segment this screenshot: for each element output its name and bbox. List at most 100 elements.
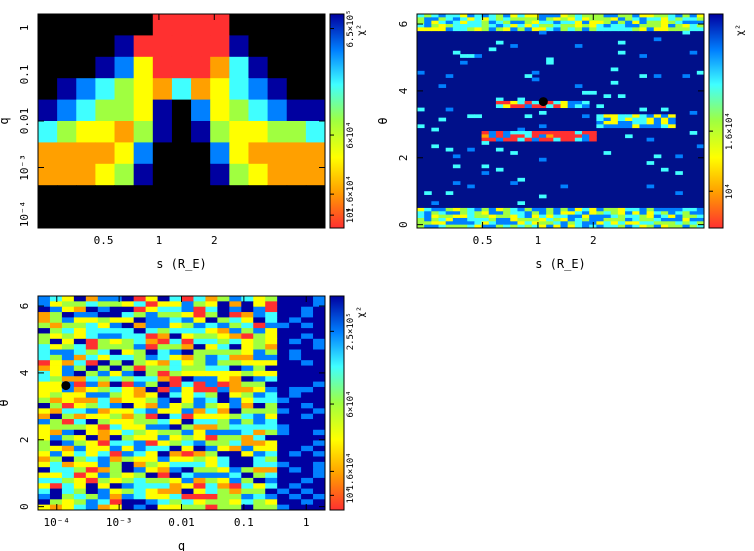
heatmap-cell (253, 370, 266, 377)
heatmap-cell (495, 134, 504, 139)
heatmap-cell (313, 344, 326, 350)
x-tick-label: 1 (303, 516, 310, 529)
heatmap-cell (503, 27, 511, 32)
heatmap-cell (97, 392, 111, 399)
heatmap-cell (61, 376, 75, 382)
heatmap-cell (181, 354, 194, 361)
heatmap-cell (289, 403, 302, 409)
heatmap-cell (538, 137, 547, 142)
heatmap-cell (682, 17, 691, 22)
heatmap-cell (152, 163, 173, 186)
heatmap-cell (253, 376, 266, 382)
heatmap-cell (253, 456, 266, 463)
heatmap-cell (653, 114, 662, 119)
heatmap-cell (157, 306, 170, 313)
heatmap-cell (109, 456, 123, 463)
heatmap-cell (191, 56, 211, 79)
heatmap-cell (646, 20, 655, 25)
heatmap-cell (205, 386, 218, 393)
heatmap-cell (589, 211, 597, 216)
heatmap-cell (265, 306, 278, 313)
heatmap-cell (85, 403, 99, 409)
heatmap-cell (193, 429, 206, 436)
heatmap-cell (253, 354, 266, 361)
heatmap-cell (301, 440, 314, 447)
heatmap-cell (193, 301, 206, 308)
heatmap-cell (265, 328, 278, 334)
heatmap-cell (253, 386, 266, 393)
heatmap-cell (265, 488, 278, 495)
heatmap-cell (660, 214, 669, 219)
heatmap-cell (488, 131, 497, 135)
heatmap-cell (313, 354, 326, 361)
heatmap-cell (531, 134, 540, 139)
heatmap-cell (467, 27, 475, 32)
heatmap-cell (313, 338, 326, 345)
heatmap-cell (639, 117, 647, 122)
heatmap-cell (531, 17, 540, 22)
heatmap-cell (653, 117, 662, 122)
heatmap-cell (121, 499, 135, 506)
heatmap-cell (301, 424, 314, 431)
heatmap-cell (417, 27, 425, 32)
heatmap-cell (646, 211, 655, 216)
colorbar-tick-label: 10⁴ (346, 207, 356, 223)
heatmap-cell (582, 14, 590, 18)
heatmap-cell (610, 24, 619, 28)
heatmap-cell (145, 376, 158, 382)
heatmap-cell (217, 413, 230, 420)
heatmap-cell (267, 185, 288, 208)
heatmap-cell (38, 504, 51, 511)
heatmap-cell (481, 14, 490, 18)
heatmap-cell (181, 360, 194, 366)
heatmap-cell (313, 392, 326, 399)
heatmap-cell (169, 424, 182, 431)
heatmap-cell (660, 114, 669, 119)
heatmap-cell (560, 100, 569, 105)
heatmap-cell (582, 17, 590, 22)
heatmap-cell (510, 181, 518, 185)
heatmap-cell (267, 56, 288, 79)
heatmap-cell (49, 296, 63, 302)
heatmap-cell (574, 207, 583, 212)
heatmap-cell (181, 499, 194, 506)
y-axis-label: θ (0, 399, 11, 406)
heatmap-cell (438, 27, 447, 32)
heatmap-cell (696, 221, 705, 226)
heatmap-cell (114, 99, 135, 122)
heatmap-cell (289, 461, 302, 468)
heatmap-cell (424, 17, 432, 22)
heatmap-cell (121, 306, 135, 313)
heatmap-cell (538, 17, 547, 22)
heatmap-cell (567, 134, 576, 139)
heatmap-cell (205, 365, 218, 372)
heatmap-cell (531, 137, 540, 142)
heatmap-cell (248, 163, 269, 186)
heatmap-cell (49, 344, 63, 350)
heatmap-cell (546, 27, 554, 32)
heatmap-cell (97, 483, 111, 489)
heatmap-cell (38, 370, 51, 377)
heatmap-cell (193, 397, 206, 404)
heatmap-cell (646, 214, 655, 219)
heatmap-cell (265, 461, 278, 468)
heatmap-cell (181, 456, 194, 463)
heatmap-cell (133, 163, 154, 186)
heatmap-cell (169, 429, 182, 436)
heatmap-cell (495, 24, 504, 28)
heatmap-cell (531, 14, 540, 18)
heatmap-cell (193, 370, 206, 377)
heatmap-cell (61, 344, 75, 350)
heatmap-cell (524, 100, 533, 105)
best-fit-point (158, 204, 168, 214)
heatmap-cell (460, 217, 468, 222)
heatmap-cell (49, 360, 63, 366)
heatmap-cell (157, 467, 170, 473)
heatmap-cell (417, 214, 425, 219)
heatmap-cell (286, 78, 307, 101)
heatmap-cell (289, 328, 302, 334)
heatmap-cell (210, 99, 230, 122)
heatmap-cell (538, 14, 547, 18)
x-tick-label: 0.01 (168, 516, 195, 529)
heatmap-cell (76, 121, 96, 143)
